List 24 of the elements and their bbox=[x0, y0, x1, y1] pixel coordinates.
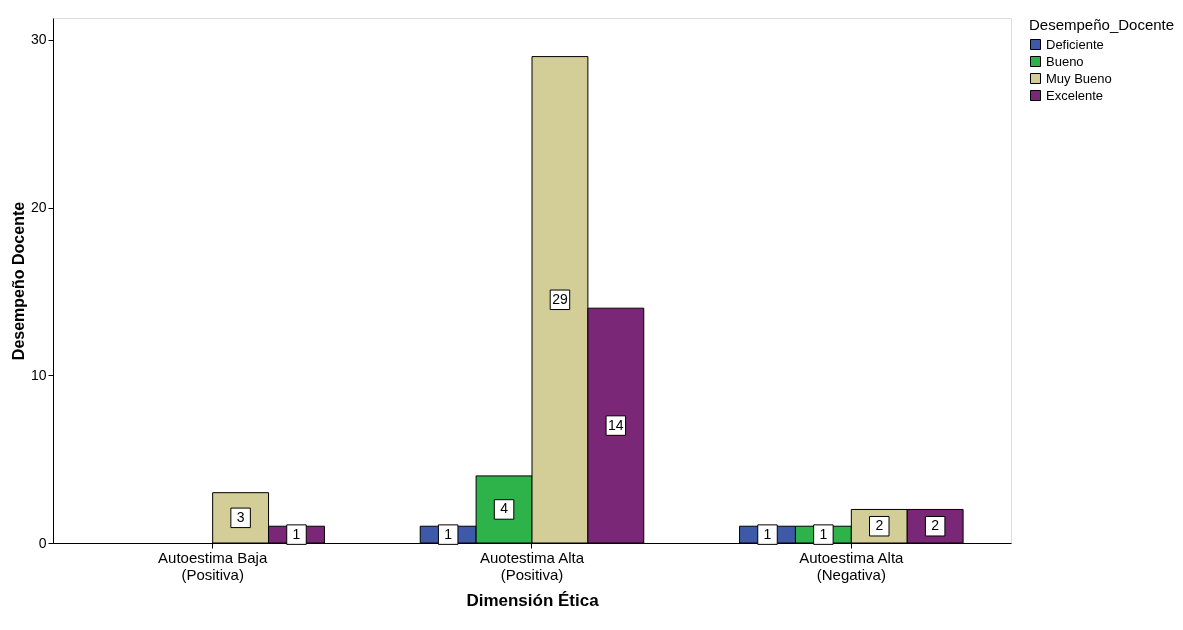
x-tick-label: Auotestima Alta (Positiva) bbox=[479, 548, 585, 583]
legend-label: Deficiente bbox=[1046, 36, 1104, 52]
legend-label: Bueno bbox=[1046, 53, 1084, 69]
x-tick-label: Autoestima Baja (Positiva) bbox=[158, 548, 268, 583]
data-label: 1 bbox=[292, 525, 301, 542]
legend-label: Muy Bueno bbox=[1046, 70, 1112, 86]
y-axis-title: Desempeño Docente bbox=[9, 201, 27, 361]
y-tick-label: 30 bbox=[30, 31, 47, 48]
data-label: 1 bbox=[444, 525, 453, 542]
data-label: 1 bbox=[763, 525, 772, 542]
data-label: 2 bbox=[875, 517, 884, 534]
data-label: 4 bbox=[500, 500, 509, 517]
x-axis-title: Dimensión Ética bbox=[466, 590, 600, 610]
data-label: 29 bbox=[552, 290, 568, 307]
legend-label: Excelente bbox=[1046, 87, 1104, 103]
y-tick-label: 10 bbox=[30, 366, 47, 383]
data-label: 14 bbox=[608, 416, 624, 433]
data-label: 3 bbox=[236, 508, 245, 525]
legend-title: Desempeño_Docente bbox=[1029, 16, 1175, 33]
y-tick-label: 0 bbox=[38, 534, 47, 551]
x-tick-label: Autoestima Alta (Negativa) bbox=[799, 548, 905, 583]
data-label: 2 bbox=[931, 517, 940, 534]
y-tick-label: 20 bbox=[30, 199, 47, 216]
data-label: 1 bbox=[819, 525, 828, 542]
